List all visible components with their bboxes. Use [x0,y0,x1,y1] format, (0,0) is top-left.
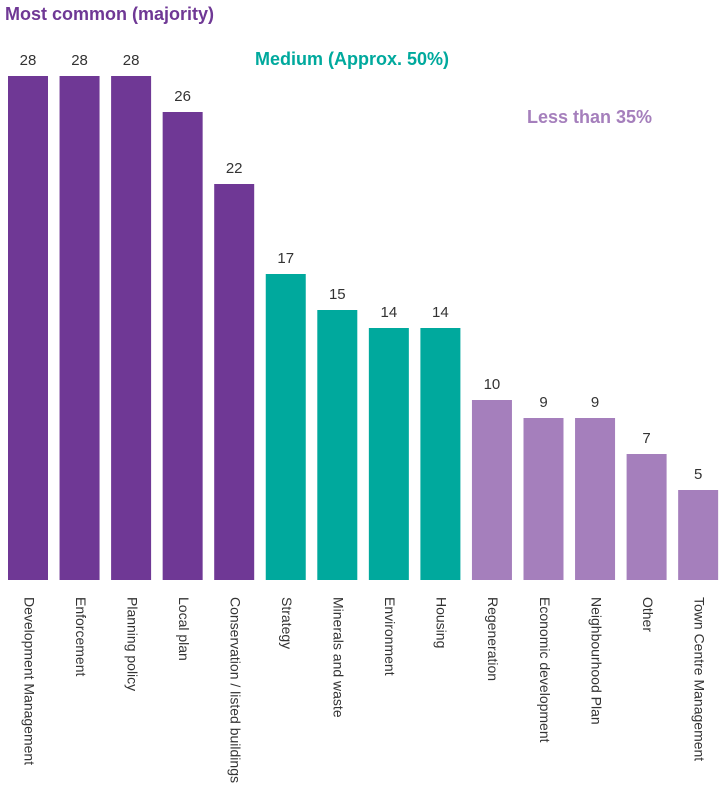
value-label: 17 [277,250,294,267]
x-tick-label: Enforcement [73,597,89,676]
bar [420,328,461,580]
bar [265,274,306,580]
x-tick-label: Environment [382,597,398,676]
x-tick-label: Housing [434,597,450,648]
bar [678,490,719,580]
value-label: 5 [694,466,702,483]
bar [8,76,48,580]
annotation: Less than 35% [527,107,652,127]
value-label: 28 [71,52,88,69]
bar [575,418,616,580]
value-label: 9 [539,394,547,411]
annotation: Most common (majority) [5,4,214,24]
x-tick-label: Conservation / listed buildings [227,597,243,783]
value-label: 14 [381,304,398,321]
value-label: 28 [20,52,37,69]
annotation: Medium (Approx. 50%) [255,49,449,69]
value-label: 7 [642,430,650,447]
value-label: 26 [174,88,191,105]
bar [214,184,255,580]
value-label: 22 [226,160,243,177]
x-tick-label: Regeneration [485,597,501,681]
value-label: 15 [329,286,346,303]
x-tick-label: Planning policy [124,597,140,691]
x-tick-label: Neighbourhood Plan [588,597,604,725]
bar [59,76,100,580]
bar [162,112,203,580]
value-label: 9 [591,394,599,411]
bar [626,454,667,580]
bar [317,310,358,580]
value-label: 28 [123,52,140,69]
x-tick-label: Local plan [176,597,192,661]
x-tick-label: Development Management [21,597,37,765]
x-tick-label: Town Centre Management [691,597,707,761]
bar [523,418,564,580]
bar [471,400,512,580]
bar [111,76,152,580]
bar [368,328,409,580]
value-label: 14 [432,304,449,321]
x-tick-label: Other [640,597,656,632]
x-tick-label: Strategy [279,597,295,649]
x-tick-label: Minerals and waste [331,597,347,718]
value-label: 10 [484,376,501,393]
x-tick-label: Economic development [537,597,553,743]
